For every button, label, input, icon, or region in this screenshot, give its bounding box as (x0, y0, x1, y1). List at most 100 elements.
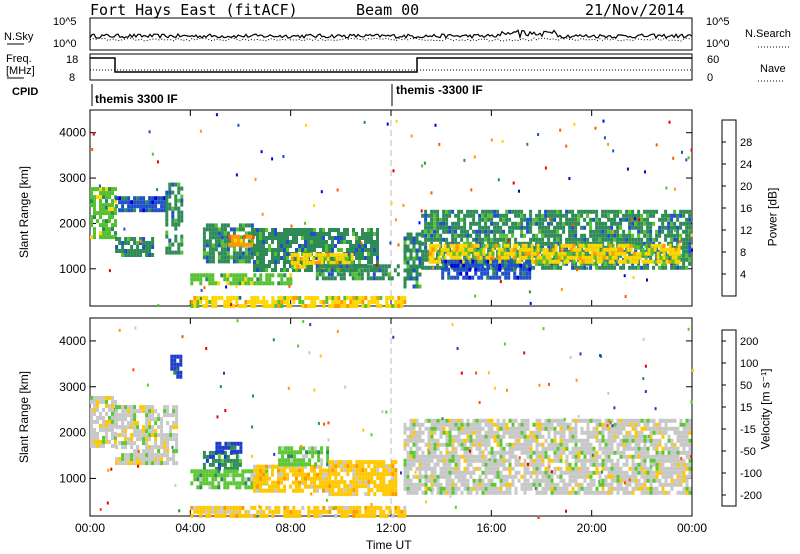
power-cell-2 (142, 204, 146, 209)
velocity-cell-9 (442, 466, 446, 471)
velocity-cell-0 (108, 419, 111, 424)
velocity-cell-9 (448, 486, 452, 491)
velocity-cell-9 (415, 482, 419, 487)
power-cell-8 (265, 281, 269, 286)
power-cell-11 (580, 209, 584, 214)
power-cell-14 (337, 304, 341, 308)
velocity-cell-6 (313, 472, 316, 477)
power-cell-12 (611, 247, 615, 252)
velocity-cell-9 (487, 442, 491, 447)
velocity-cell-9 (595, 462, 599, 467)
velocity-cell-1 (169, 437, 173, 442)
power-cell-6 (283, 256, 286, 260)
velocity-cell-3 (211, 454, 215, 459)
velocity-cell-1 (154, 417, 158, 422)
velocity-cell-0 (96, 415, 99, 420)
velocity-cell-9 (514, 490, 518, 495)
velocity-cell-9 (562, 490, 566, 495)
power-cell-3 (180, 186, 184, 191)
power-cell-9 (360, 276, 364, 281)
velocity-cell-1 (160, 457, 164, 462)
power-cell-14 (340, 300, 344, 304)
velocity-cell-1 (133, 461, 137, 466)
power-cell-11 (439, 221, 443, 226)
velocity-cell-8 (394, 472, 398, 477)
power-cell-14 (229, 300, 233, 304)
velocity-cell-6 (313, 480, 316, 485)
velocity-cell-1 (124, 457, 128, 462)
power-cell-11 (682, 229, 686, 234)
power-cell-11 (487, 237, 491, 242)
power-cell-12 (554, 251, 558, 256)
power-cell-12 (635, 259, 639, 264)
power-cell-4 (238, 223, 242, 228)
power-cell-11 (595, 221, 599, 226)
velocity-cell-9 (583, 490, 587, 495)
velocity-cell-7 (281, 454, 285, 459)
velocity-cell-8 (334, 492, 338, 497)
velocity-cell-9 (406, 426, 410, 431)
power-cell-14 (199, 300, 203, 304)
power-cell-11 (652, 265, 656, 270)
power-cell-7 (302, 260, 306, 265)
power-cell-14 (307, 304, 311, 308)
velocity-cell-9 (433, 418, 437, 423)
velocity-cell-1 (145, 409, 149, 414)
power-cell-4 (202, 235, 206, 240)
power-cell-11 (457, 225, 461, 230)
power-cell-4 (232, 231, 236, 236)
velocity-cell-9 (508, 418, 512, 423)
velocity-cell-9 (523, 482, 527, 487)
velocity-cell-6 (322, 484, 325, 489)
velocity-cell-9 (538, 434, 542, 439)
power-cell-6 (349, 248, 352, 252)
power-cell-12 (575, 255, 579, 260)
power-cell-11 (589, 221, 593, 226)
velocity-cell-9 (577, 474, 581, 479)
power-cell-11 (688, 213, 692, 218)
velocity-cell-9 (592, 478, 596, 483)
velocity-cell-3 (223, 454, 227, 459)
power-cell-11 (640, 221, 644, 226)
velocity-cell-9 (562, 478, 566, 483)
velocity-cell-9 (517, 434, 521, 439)
velocity-cell-9 (436, 454, 440, 459)
velocity-cell-5 (211, 481, 215, 486)
power-cell-11 (568, 237, 572, 242)
power-cell-7 (290, 256, 294, 261)
power-cell-6 (331, 228, 334, 232)
power-noise-point (490, 138, 493, 142)
velocity-cell-9 (598, 422, 602, 427)
power-cell-14 (214, 304, 218, 308)
power-cell-11 (661, 213, 665, 218)
velocity-cell-9 (628, 474, 632, 479)
velocity-cell-9 (439, 474, 443, 479)
velocity-cell-9 (556, 450, 560, 455)
power-noise-point (691, 248, 693, 252)
velocity-cell-9 (634, 478, 638, 483)
velocity-cell-1 (145, 453, 149, 458)
velocity-cell-9 (565, 438, 569, 443)
velocity-cell-5 (232, 477, 236, 482)
power-cell-4 (247, 259, 251, 264)
power-cell-5 (234, 242, 237, 247)
velocity-cell-7 (293, 450, 297, 455)
velocity-cell-9 (577, 446, 581, 451)
velocity-cell-9 (415, 466, 419, 471)
velocity-cell-8 (394, 476, 398, 481)
power-cell-11 (478, 233, 482, 238)
power-cell-8 (244, 281, 248, 286)
velocity-cell-9 (526, 466, 530, 471)
power-cell-0 (96, 195, 99, 200)
power-cell-0 (99, 211, 102, 216)
power-noise-point (690, 233, 693, 237)
power-cell-13 (507, 275, 511, 280)
power-cell-11 (508, 225, 512, 230)
velocity-cell-9 (469, 434, 473, 439)
power-noise-point (560, 287, 563, 291)
velocity-cell-9 (406, 454, 410, 459)
velocity-cell-9 (580, 474, 584, 479)
power-noise-point (537, 133, 540, 136)
power-cell-11 (622, 213, 626, 218)
power-cell-11 (631, 221, 635, 226)
